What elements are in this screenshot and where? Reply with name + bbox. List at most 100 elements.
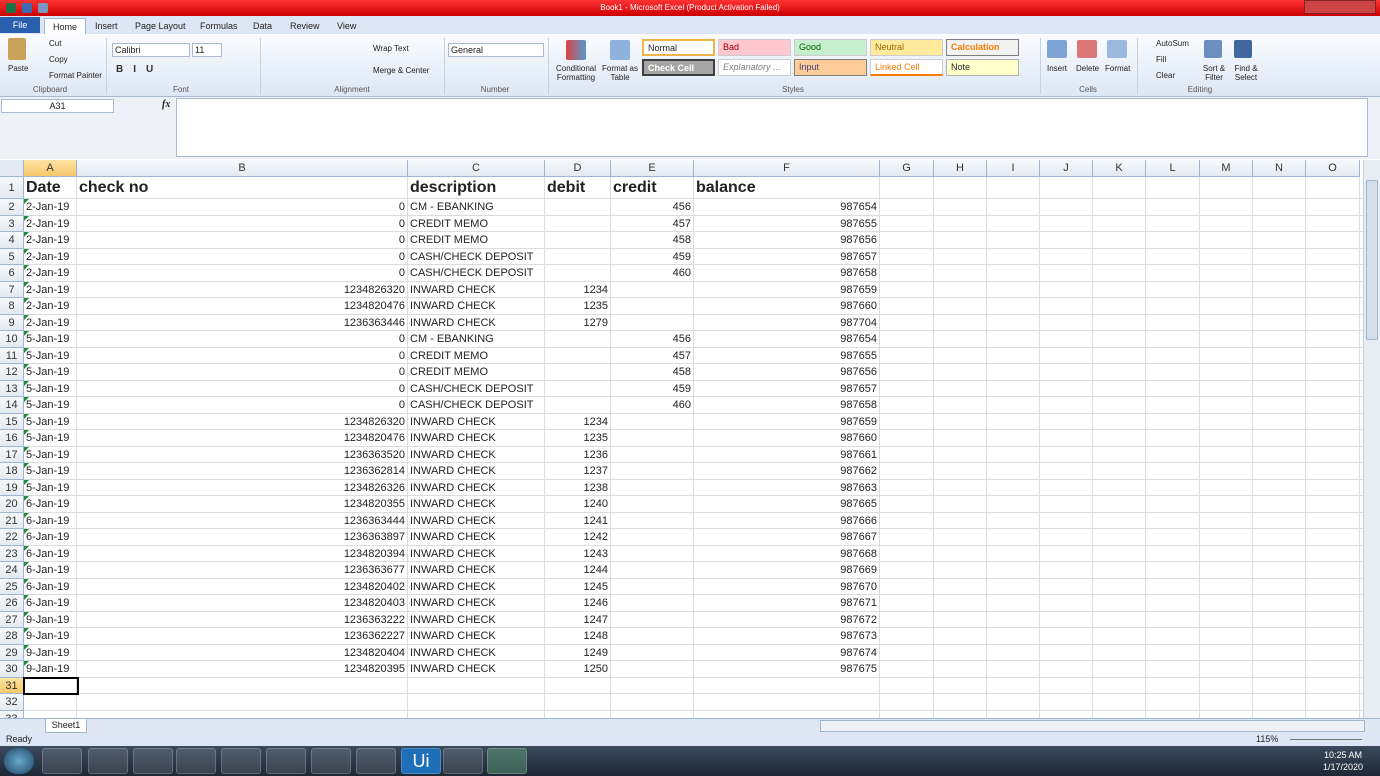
- cell[interactable]: [1360, 397, 1363, 414]
- cell[interactable]: [545, 347, 611, 364]
- taskbar-app[interactable]: [266, 748, 306, 774]
- tab[interactable]: Data: [253, 21, 273, 31]
- cell[interactable]: [880, 529, 934, 546]
- cell[interactable]: [880, 232, 934, 249]
- cell[interactable]: 0: [77, 364, 408, 381]
- cell[interactable]: 1242: [545, 529, 611, 546]
- row-header[interactable]: 31: [0, 677, 24, 694]
- cell[interactable]: [1253, 562, 1306, 579]
- cell[interactable]: 456: [611, 199, 694, 216]
- cell[interactable]: [1360, 199, 1363, 216]
- cell[interactable]: INWARD CHECK: [408, 661, 545, 678]
- cell-style[interactable]: Linked Cell: [870, 59, 943, 76]
- cell[interactable]: 0: [77, 265, 408, 282]
- cell[interactable]: [1306, 446, 1360, 463]
- cell[interactable]: [24, 710, 77, 718]
- cell[interactable]: debit: [545, 177, 611, 199]
- cell[interactable]: [1253, 463, 1306, 480]
- row-header[interactable]: 6: [0, 265, 24, 282]
- cell[interactable]: [880, 628, 934, 645]
- cell[interactable]: [1306, 397, 1360, 414]
- cell[interactable]: 0: [77, 331, 408, 348]
- cell-style[interactable]: Note: [946, 59, 1019, 76]
- cell[interactable]: [987, 314, 1040, 331]
- cell[interactable]: [1200, 694, 1253, 711]
- cell[interactable]: 9-Jan-19: [24, 611, 77, 628]
- taskbar-app[interactable]: [221, 748, 261, 774]
- cell[interactable]: 987658: [694, 265, 880, 282]
- cell[interactable]: [1040, 347, 1093, 364]
- cell[interactable]: 1234820395: [77, 661, 408, 678]
- cell[interactable]: [1093, 578, 1146, 595]
- cell[interactable]: [1146, 446, 1200, 463]
- cell[interactable]: [1200, 265, 1253, 282]
- cell[interactable]: [1093, 611, 1146, 628]
- cell[interactable]: CREDIT MEMO: [408, 347, 545, 364]
- cell[interactable]: [1360, 414, 1363, 430]
- cell[interactable]: [408, 710, 545, 718]
- cell[interactable]: 987666: [694, 512, 880, 529]
- taskbar-app[interactable]: [311, 748, 351, 774]
- cell[interactable]: [1200, 380, 1253, 397]
- cell[interactable]: [1040, 628, 1093, 645]
- clear-button[interactable]: Clear: [1156, 71, 1176, 80]
- cell[interactable]: [1253, 694, 1306, 711]
- formula-input[interactable]: [176, 98, 1368, 157]
- cell[interactable]: [1093, 298, 1146, 315]
- cell[interactable]: [934, 479, 987, 496]
- cell[interactable]: [1093, 215, 1146, 232]
- cell[interactable]: [1306, 644, 1360, 661]
- cell[interactable]: [1146, 512, 1200, 529]
- cell[interactable]: [880, 199, 934, 216]
- column-header[interactable]: H: [934, 160, 987, 177]
- cell[interactable]: [880, 545, 934, 562]
- cell[interactable]: [1146, 331, 1200, 348]
- cell[interactable]: 2-Jan-19: [24, 232, 77, 249]
- cell[interactable]: [1306, 496, 1360, 513]
- cell[interactable]: [1146, 545, 1200, 562]
- cell[interactable]: [1040, 265, 1093, 282]
- cell[interactable]: [1253, 215, 1306, 232]
- cell[interactable]: 5-Jan-19: [24, 413, 77, 430]
- cell[interactable]: 0: [77, 347, 408, 364]
- cell[interactable]: [880, 562, 934, 579]
- cell[interactable]: [1200, 199, 1253, 216]
- cell[interactable]: [987, 380, 1040, 397]
- cell[interactable]: 5-Jan-19: [24, 364, 77, 381]
- cell[interactable]: [1146, 496, 1200, 513]
- cell[interactable]: 1279: [545, 314, 611, 331]
- cell[interactable]: [934, 298, 987, 315]
- tab[interactable]: Review: [290, 21, 320, 31]
- cell-style[interactable]: Bad: [718, 39, 791, 56]
- cell[interactable]: [1146, 628, 1200, 645]
- cell[interactable]: [611, 479, 694, 496]
- cell[interactable]: [1200, 644, 1253, 661]
- scroll-thumb[interactable]: [1366, 180, 1378, 340]
- cell[interactable]: [1200, 628, 1253, 645]
- cell[interactable]: 987704: [694, 314, 880, 331]
- fx-button[interactable]: fx: [162, 99, 171, 110]
- row-header[interactable]: 33: [0, 710, 24, 718]
- cell[interactable]: [934, 677, 987, 694]
- cell[interactable]: CREDIT MEMO: [408, 232, 545, 249]
- cell[interactable]: [1040, 512, 1093, 529]
- cell[interactable]: 1235: [545, 298, 611, 315]
- column-header[interactable]: A: [24, 160, 77, 177]
- cell[interactable]: 1238: [545, 479, 611, 496]
- cell[interactable]: INWARD CHECK: [408, 314, 545, 331]
- cell[interactable]: INWARD CHECK: [408, 512, 545, 529]
- cell[interactable]: [934, 694, 987, 711]
- cell[interactable]: [1093, 710, 1146, 718]
- cell[interactable]: [1306, 611, 1360, 628]
- cell[interactable]: [1200, 677, 1253, 694]
- cell[interactable]: [987, 215, 1040, 232]
- cell[interactable]: [934, 248, 987, 265]
- cell[interactable]: 1236: [545, 446, 611, 463]
- cell[interactable]: [987, 628, 1040, 645]
- cell[interactable]: [880, 364, 934, 381]
- cell[interactable]: [1093, 628, 1146, 645]
- tab[interactable]: View: [337, 21, 357, 31]
- cell[interactable]: [1093, 562, 1146, 579]
- cell[interactable]: [1360, 628, 1363, 645]
- cell[interactable]: [880, 496, 934, 513]
